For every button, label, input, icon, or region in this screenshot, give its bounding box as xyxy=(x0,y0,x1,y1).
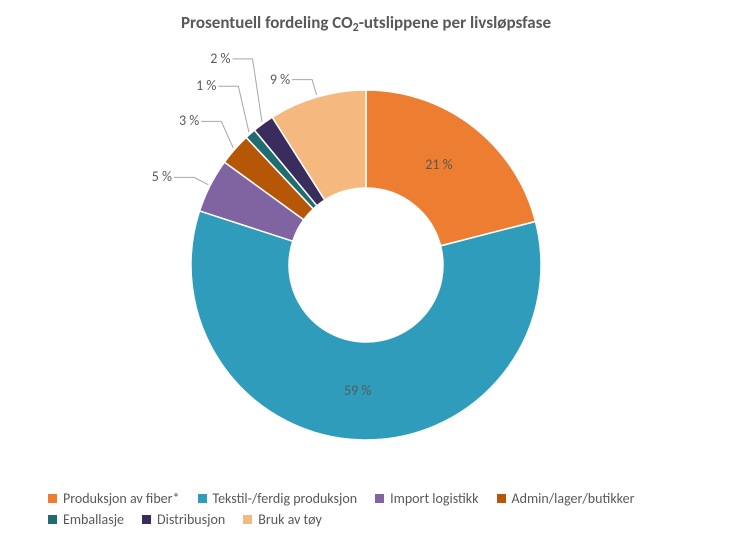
slice-label: 3 % xyxy=(179,112,199,129)
legend-swatch xyxy=(198,494,207,503)
legend-item: Tekstil-/ferdig produksjon xyxy=(198,490,358,507)
chart-title: Prosentuell fordeling CO2-utslippene per… xyxy=(0,12,732,33)
legend-swatch xyxy=(497,494,506,503)
legend-swatch xyxy=(142,515,151,524)
legend-label: Tekstil-/ferdig produksjon xyxy=(213,490,358,507)
legend-item: Distribusjon xyxy=(142,511,225,528)
slice-label: 9 % xyxy=(270,71,290,88)
slice-label: 5 % xyxy=(152,168,172,185)
legend-swatch xyxy=(48,494,57,503)
legend-item: Emballasje xyxy=(48,511,124,528)
slice-label: 59 % xyxy=(344,382,371,399)
slice-label: 2 % xyxy=(210,50,230,67)
leader-line xyxy=(201,121,233,148)
legend-item: Bruk av tøy xyxy=(243,511,322,528)
legend-label: Distribusjon xyxy=(157,511,225,528)
legend-swatch xyxy=(48,515,57,524)
leader-line xyxy=(174,177,208,184)
donut-chart: Prosentuell fordeling CO2-utslippene per… xyxy=(0,0,732,550)
legend-label: Import logistikk xyxy=(390,490,478,507)
donut-slice xyxy=(191,211,541,440)
leader-line xyxy=(233,59,262,122)
legend-item: Produksjon av fiber* xyxy=(48,490,180,507)
legend-label: Bruk av tøy xyxy=(258,511,322,528)
legend-item: Import logistikk xyxy=(375,490,478,507)
leader-line xyxy=(292,80,316,95)
donut-svg xyxy=(0,50,732,470)
title-sub: 2 xyxy=(353,21,359,35)
legend-label: Admin/lager/butikker xyxy=(512,490,635,507)
slice-label: 21 % xyxy=(425,156,452,173)
legend-swatch xyxy=(243,515,252,524)
legend-swatch xyxy=(375,494,384,503)
legend: Produksjon av fiber* Tekstil-/ferdig prod… xyxy=(48,490,688,532)
legend-label: Produksjon av fiber* xyxy=(63,490,180,507)
slice-label: 1 % xyxy=(196,77,216,94)
legend-label: Emballasje xyxy=(63,511,124,528)
title-pre: Prosentuell fordeling CO xyxy=(181,12,353,33)
title-post: -utslippene per livsløpsfase xyxy=(359,12,551,33)
legend-item: Admin/lager/butikker xyxy=(497,490,635,507)
